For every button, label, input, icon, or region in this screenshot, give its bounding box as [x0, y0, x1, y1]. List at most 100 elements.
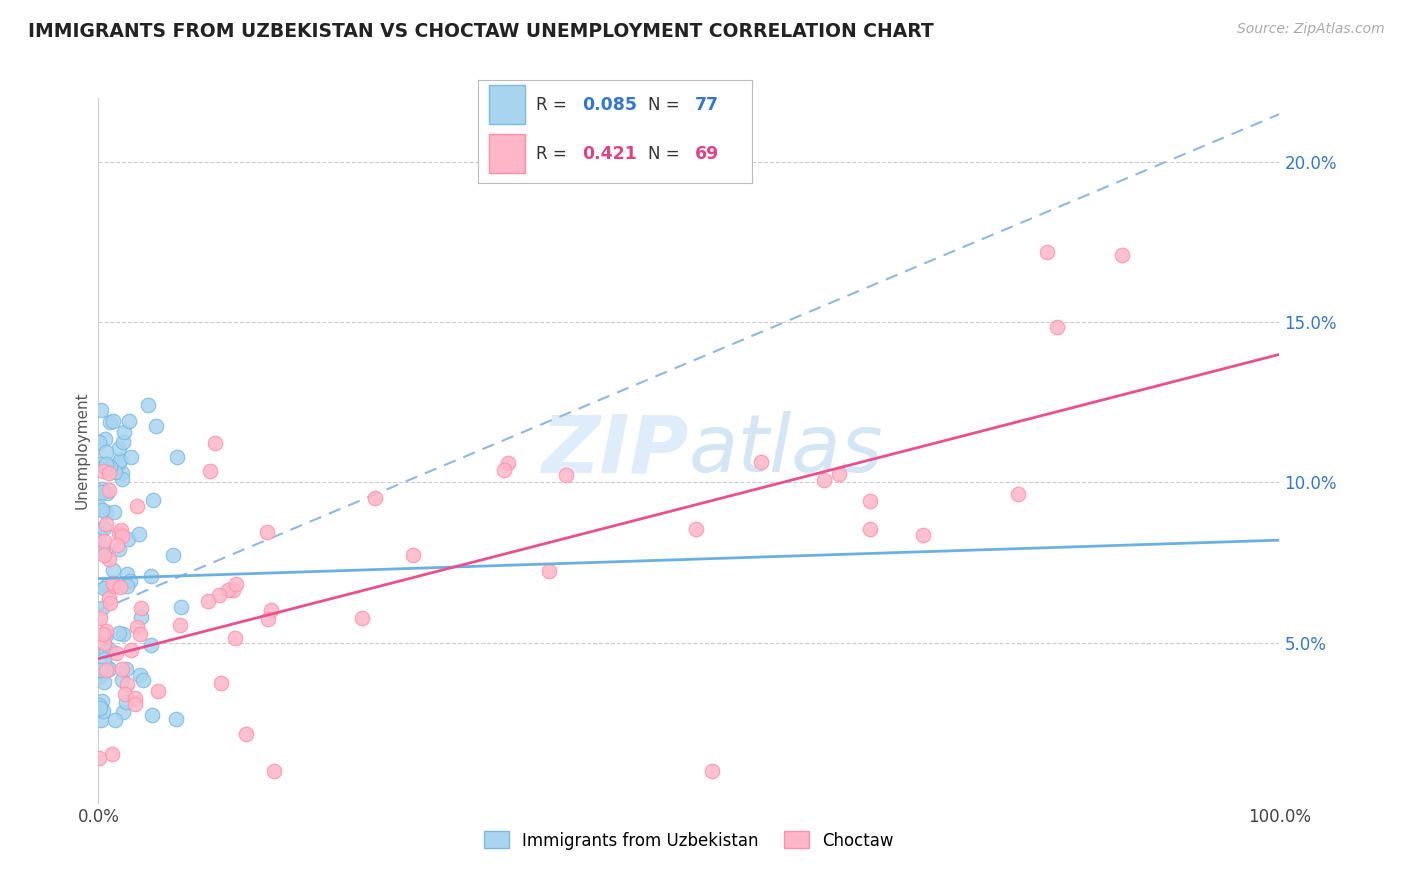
- Point: [91, 693, 114, 707]
- Point: [89, 663, 111, 677]
- Point: [120, 574, 142, 589]
- Point: [96, 579, 118, 593]
- Point: [87, 435, 110, 450]
- Point: [257, 612, 280, 626]
- Point: [115, 677, 138, 691]
- Text: ZIP: ZIP: [541, 411, 689, 490]
- Point: [1007, 487, 1029, 501]
- Point: [702, 764, 724, 778]
- Point: [94, 505, 117, 519]
- Point: [87, 698, 110, 712]
- Point: [91, 464, 114, 478]
- Point: [87, 703, 110, 717]
- Point: [111, 467, 134, 481]
- Point: [94, 663, 117, 677]
- Text: atlas: atlas: [689, 411, 884, 490]
- Point: [555, 468, 578, 483]
- Point: [91, 540, 114, 554]
- Point: [90, 601, 112, 615]
- Point: [118, 414, 141, 428]
- Point: [94, 457, 117, 471]
- Point: [112, 627, 135, 641]
- Point: [115, 579, 138, 593]
- Point: [93, 636, 115, 650]
- Point: [114, 662, 136, 676]
- Point: [197, 594, 219, 608]
- Point: [208, 589, 231, 603]
- Point: [114, 687, 136, 701]
- Point: [141, 708, 163, 723]
- Point: [169, 618, 191, 632]
- Point: [128, 526, 150, 541]
- Point: [103, 414, 125, 428]
- Point: [96, 486, 118, 500]
- Legend: Immigrants from Uzbekistan, Choctaw: Immigrants from Uzbekistan, Choctaw: [475, 823, 903, 858]
- Point: [96, 460, 118, 475]
- Point: [89, 524, 111, 538]
- Point: [103, 579, 125, 593]
- Point: [93, 652, 115, 666]
- Point: [204, 436, 226, 450]
- Point: [98, 415, 121, 429]
- Point: [91, 485, 114, 500]
- Point: [111, 661, 134, 675]
- FancyBboxPatch shape: [489, 86, 524, 124]
- Text: R =: R =: [536, 96, 572, 114]
- Point: [98, 467, 121, 481]
- Point: [136, 398, 159, 412]
- Point: [101, 563, 124, 577]
- Point: [108, 525, 131, 540]
- Point: [146, 683, 169, 698]
- Text: R =: R =: [536, 145, 572, 163]
- Point: [90, 502, 112, 516]
- Point: [91, 704, 114, 718]
- Point: [94, 516, 117, 531]
- Point: [112, 425, 135, 439]
- Point: [108, 452, 131, 467]
- Point: [749, 455, 772, 469]
- Point: [93, 581, 115, 595]
- Point: [225, 577, 247, 591]
- Point: [98, 662, 121, 676]
- Point: [352, 611, 374, 625]
- Point: [93, 533, 115, 548]
- Point: [108, 441, 131, 455]
- Point: [162, 548, 184, 562]
- Point: [98, 483, 121, 498]
- Point: [1046, 320, 1069, 334]
- Point: [117, 532, 139, 546]
- Text: N =: N =: [648, 96, 685, 114]
- Point: [142, 492, 165, 507]
- Point: [198, 464, 221, 478]
- Y-axis label: Unemployment: Unemployment: [75, 392, 90, 509]
- Point: [125, 500, 148, 514]
- Point: [93, 674, 115, 689]
- Point: [87, 500, 110, 514]
- Point: [115, 695, 138, 709]
- Text: Source: ZipAtlas.com: Source: ZipAtlas.com: [1237, 22, 1385, 37]
- Point: [911, 528, 934, 542]
- Point: [111, 529, 134, 543]
- Point: [93, 459, 115, 474]
- Point: [1036, 244, 1059, 259]
- Point: [104, 713, 127, 727]
- Point: [93, 548, 115, 562]
- FancyBboxPatch shape: [489, 134, 524, 173]
- Point: [813, 473, 835, 487]
- Point: [112, 705, 135, 719]
- Point: [129, 626, 152, 640]
- Point: [115, 567, 138, 582]
- Point: [94, 644, 117, 658]
- Text: N =: N =: [648, 145, 685, 163]
- Text: 0.421: 0.421: [582, 145, 637, 163]
- Point: [93, 521, 115, 535]
- Point: [108, 542, 131, 557]
- Point: [110, 523, 132, 537]
- Point: [537, 564, 560, 578]
- Point: [859, 522, 882, 536]
- Point: [97, 661, 120, 675]
- Point: [224, 632, 246, 646]
- Point: [828, 467, 851, 481]
- Point: [103, 576, 125, 591]
- Point: [111, 434, 134, 449]
